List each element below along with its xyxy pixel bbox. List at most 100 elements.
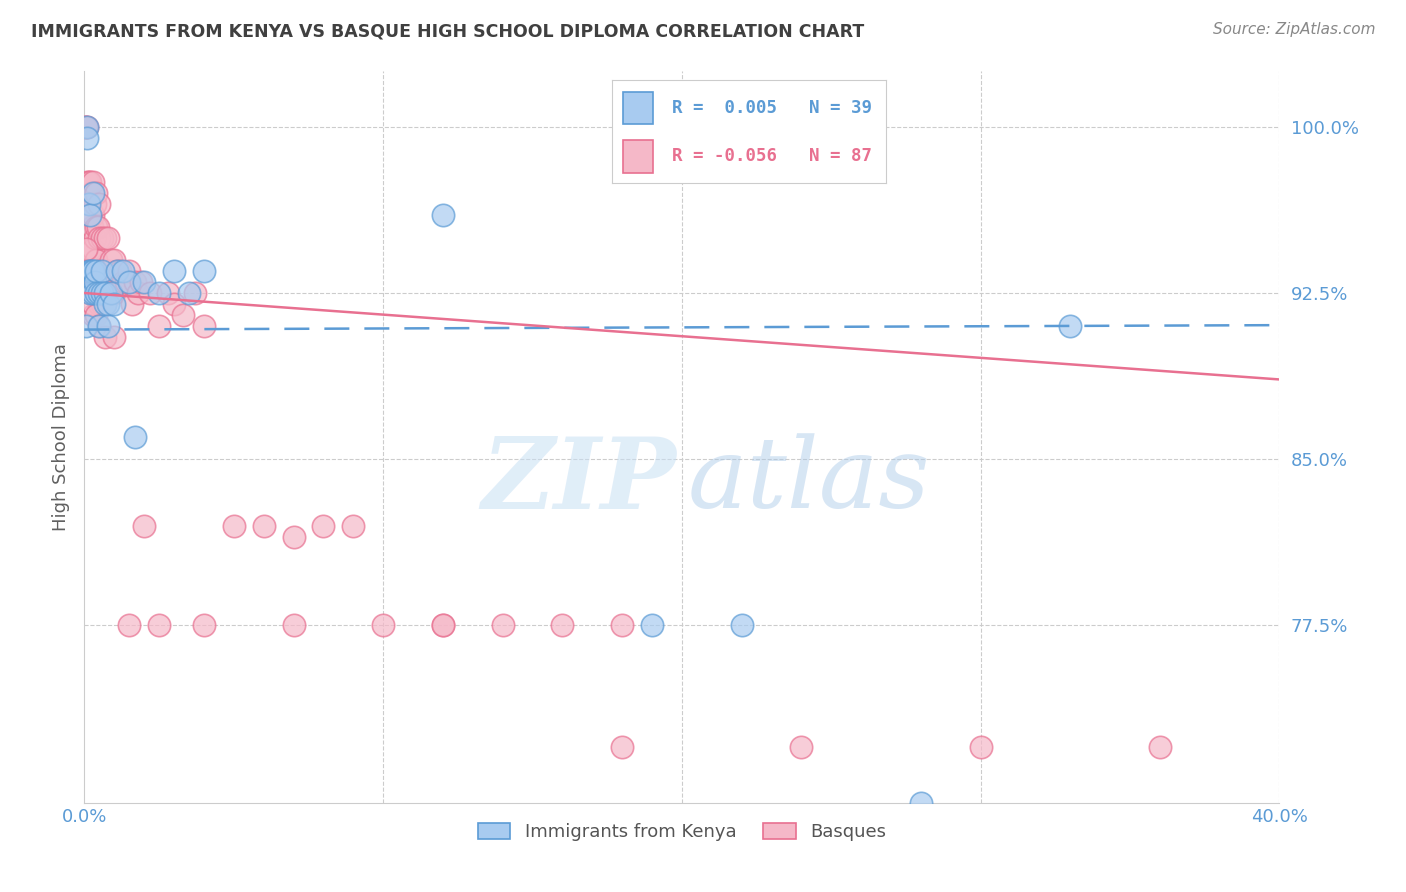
Point xyxy=(89,297,111,311)
Point xyxy=(91,264,114,278)
Point xyxy=(79,275,101,289)
Point xyxy=(86,186,108,201)
Point xyxy=(157,285,180,300)
Bar xyxy=(623,92,654,124)
Point xyxy=(110,264,132,278)
Point xyxy=(86,252,108,267)
Point xyxy=(148,285,170,300)
Point xyxy=(103,252,125,267)
Point xyxy=(86,219,108,234)
Point xyxy=(94,297,117,311)
Point xyxy=(80,219,103,234)
Point xyxy=(79,242,101,256)
Point xyxy=(75,319,97,334)
Point xyxy=(89,285,111,300)
Point xyxy=(432,618,454,632)
Point xyxy=(103,297,125,311)
Text: N = 39: N = 39 xyxy=(808,99,872,117)
Bar xyxy=(623,140,654,173)
Legend: Immigrants from Kenya, Basques: Immigrants from Kenya, Basques xyxy=(471,816,893,848)
Point xyxy=(970,740,993,755)
Point xyxy=(91,264,114,278)
Point xyxy=(91,230,114,244)
Point xyxy=(79,209,101,223)
Point xyxy=(89,319,111,334)
Point xyxy=(75,120,97,134)
Point xyxy=(1059,319,1081,334)
Point xyxy=(132,518,156,533)
Point xyxy=(76,120,98,134)
Point xyxy=(82,285,104,300)
Point xyxy=(77,197,100,211)
Point xyxy=(82,275,104,289)
Point xyxy=(79,264,101,278)
Point xyxy=(124,430,146,444)
Point xyxy=(105,264,128,278)
Point xyxy=(82,242,104,256)
Point xyxy=(89,230,111,244)
Point xyxy=(79,175,101,189)
Point xyxy=(115,275,138,289)
Point xyxy=(100,285,122,300)
Point xyxy=(80,264,103,278)
Point xyxy=(910,796,932,810)
Point xyxy=(139,285,162,300)
Point xyxy=(86,285,108,300)
Point xyxy=(86,308,108,322)
Point xyxy=(124,275,146,289)
Point xyxy=(103,285,125,300)
Point xyxy=(82,308,104,322)
Point xyxy=(79,285,101,300)
Point xyxy=(222,518,245,533)
Point xyxy=(77,209,100,223)
Point xyxy=(100,285,122,300)
Point xyxy=(75,197,97,211)
Point xyxy=(83,275,105,289)
Point xyxy=(342,518,364,533)
Point xyxy=(82,209,104,223)
Point xyxy=(97,230,120,244)
Point xyxy=(148,618,170,632)
Point xyxy=(89,197,111,211)
Point xyxy=(373,618,395,632)
Point xyxy=(86,285,108,300)
Point xyxy=(91,297,114,311)
Point xyxy=(94,230,117,244)
Point xyxy=(127,285,149,300)
Point xyxy=(432,618,454,632)
Text: R = -0.056: R = -0.056 xyxy=(672,147,778,165)
Point xyxy=(1149,740,1171,755)
Point xyxy=(132,275,156,289)
Point xyxy=(76,175,98,189)
Point xyxy=(76,120,98,134)
Point xyxy=(312,518,335,533)
Point xyxy=(172,308,194,322)
Point xyxy=(492,618,515,632)
Point xyxy=(83,197,105,211)
Point xyxy=(283,530,305,544)
Point xyxy=(612,740,634,755)
Point xyxy=(79,209,101,223)
Point xyxy=(97,319,120,334)
Point xyxy=(112,264,135,278)
Point xyxy=(432,209,454,223)
Point xyxy=(148,319,170,334)
Point xyxy=(731,618,754,632)
Point xyxy=(193,618,215,632)
Point xyxy=(82,175,104,189)
Text: Source: ZipAtlas.com: Source: ZipAtlas.com xyxy=(1212,22,1375,37)
Text: R =  0.005: R = 0.005 xyxy=(672,99,778,117)
Point xyxy=(163,297,186,311)
Point xyxy=(94,297,117,311)
Point xyxy=(112,275,135,289)
Point xyxy=(118,264,141,278)
Point xyxy=(94,264,117,278)
Point xyxy=(105,264,128,278)
Point xyxy=(76,264,98,278)
Text: N = 87: N = 87 xyxy=(808,147,872,165)
Point xyxy=(551,618,574,632)
Point xyxy=(76,209,98,223)
Point xyxy=(77,264,100,278)
Point xyxy=(89,319,111,334)
Point xyxy=(253,518,276,533)
